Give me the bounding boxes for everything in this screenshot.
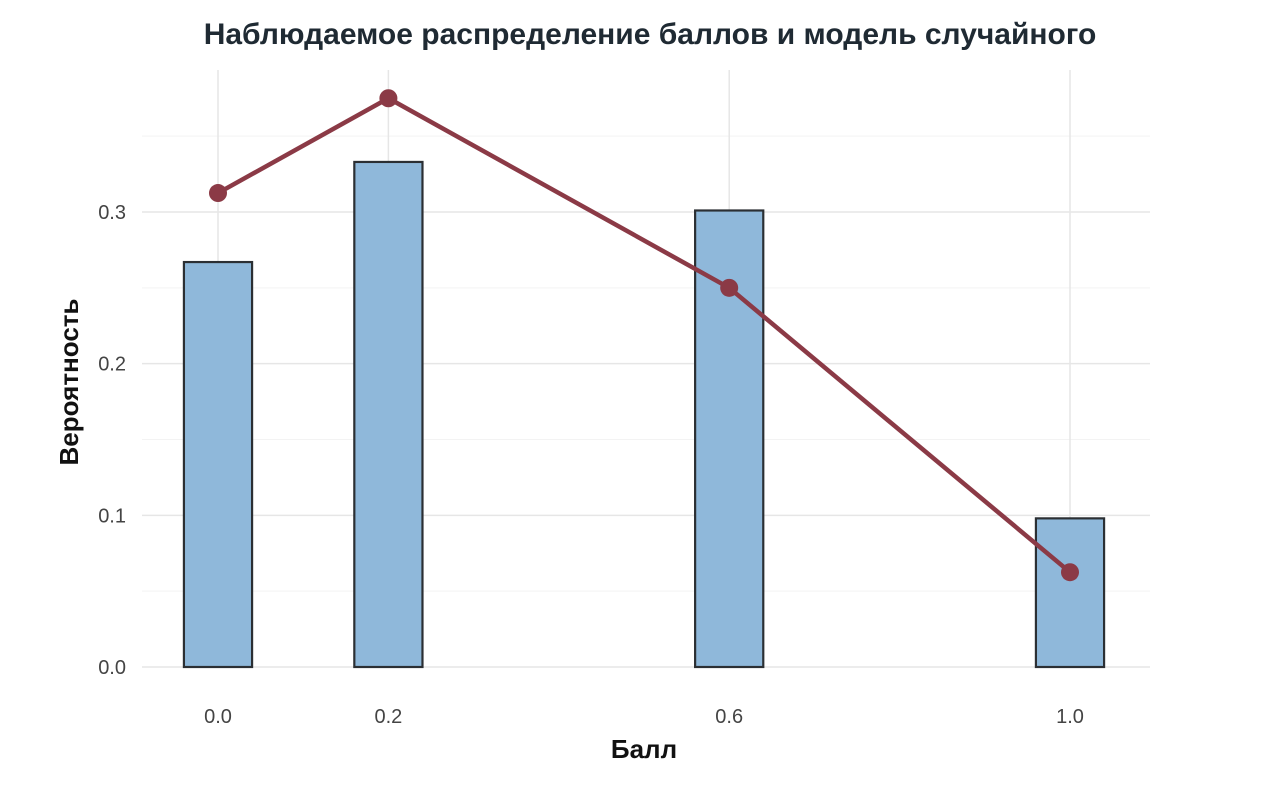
y-tick-label: 0.2 [98,354,126,376]
line-point [1061,563,1079,582]
chart-title: Наблюдаемое распределение баллов и модел… [204,18,1097,51]
bar [1034,517,1106,669]
x-tick-label: 0.0 [204,706,232,728]
line-point [720,278,739,297]
bar [182,260,254,669]
y-tick-label: 0.0 [98,657,126,679]
x-tick-label: 0.2 [374,706,402,728]
x-tick-label: 0.6 [715,706,743,728]
x-axis-label: Балл [611,734,677,764]
axis-ticks: 0.0 0.1 0.2 0.3 0.0 0.2 0.6 1.0 [98,202,1084,728]
x-tick-label: 1.0 [1056,706,1084,728]
line-point [209,184,227,203]
y-tick-label: 0.3 [98,202,126,224]
grid-lines [142,70,1150,668]
line-point [379,89,398,108]
y-axis-label: Вероятность [54,299,84,466]
y-tick-label: 0.1 [98,505,126,527]
bar [353,160,424,669]
series-line [215,96,1073,575]
line-series [209,89,1079,582]
